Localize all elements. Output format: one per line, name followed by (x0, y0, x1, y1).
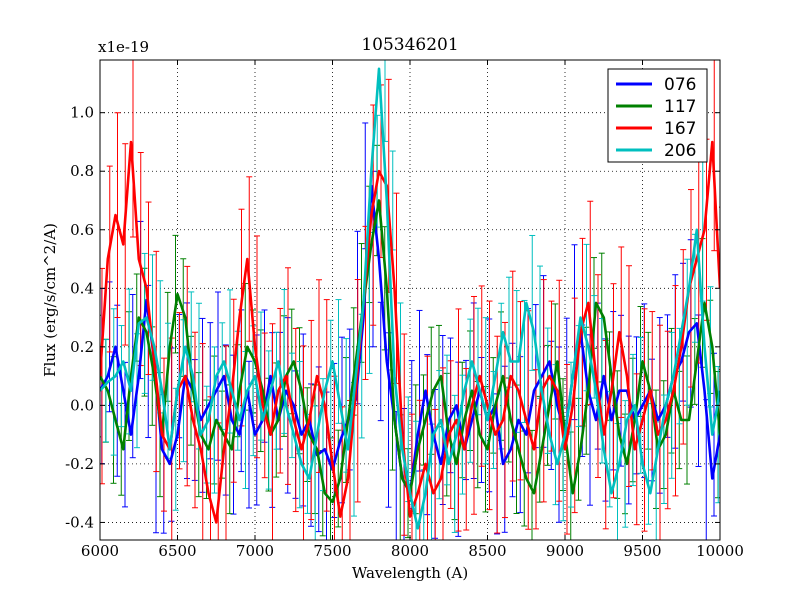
x-tick-label: 8000 (391, 542, 429, 560)
x-tick-label: 7000 (236, 542, 274, 560)
x-tick-label: 10000 (696, 542, 744, 560)
axis-ticks: 6000 6500 7000 7500 8000 8500 9000 9500 10000 -0.… (65, 60, 744, 560)
legend-label-206: 206 (664, 141, 696, 161)
x-tick-label: 8500 (468, 542, 506, 560)
y-tick-label: 0.0 (70, 396, 94, 414)
y-axis-label: Flux (erg/s/cm^2/A) (41, 223, 59, 377)
y-tick-label: -0.2 (65, 455, 94, 473)
series-line-167 (100, 140, 720, 524)
x-tick-label: 9500 (623, 542, 661, 560)
y-tick-label: 0.4 (70, 279, 94, 297)
legend-label-076: 076 (664, 75, 696, 95)
x-axis-label: Wavelength (A) (352, 564, 468, 582)
legend: 076 117 167 206 (607, 68, 708, 163)
x-tick-label: 9000 (546, 542, 584, 560)
y-tick-label: 1.0 (70, 104, 94, 122)
x-tick-label: 7500 (313, 542, 351, 560)
chart-title: 105346201 (361, 35, 458, 55)
series-lines (100, 67, 720, 530)
y-multiplier-label: x1e-19 (98, 38, 149, 56)
y-tick-label: 0.6 (70, 221, 94, 239)
legend-label-167: 167 (664, 119, 696, 139)
x-tick-label: 6500 (158, 542, 196, 560)
y-tick-label: 0.8 (70, 162, 94, 180)
legend-label-117: 117 (664, 97, 696, 117)
y-tick-label: -0.4 (65, 513, 94, 531)
x-tick-label: 6000 (81, 542, 119, 560)
series-line-206 (100, 67, 720, 530)
y-tick-label: 0.2 (70, 338, 94, 356)
